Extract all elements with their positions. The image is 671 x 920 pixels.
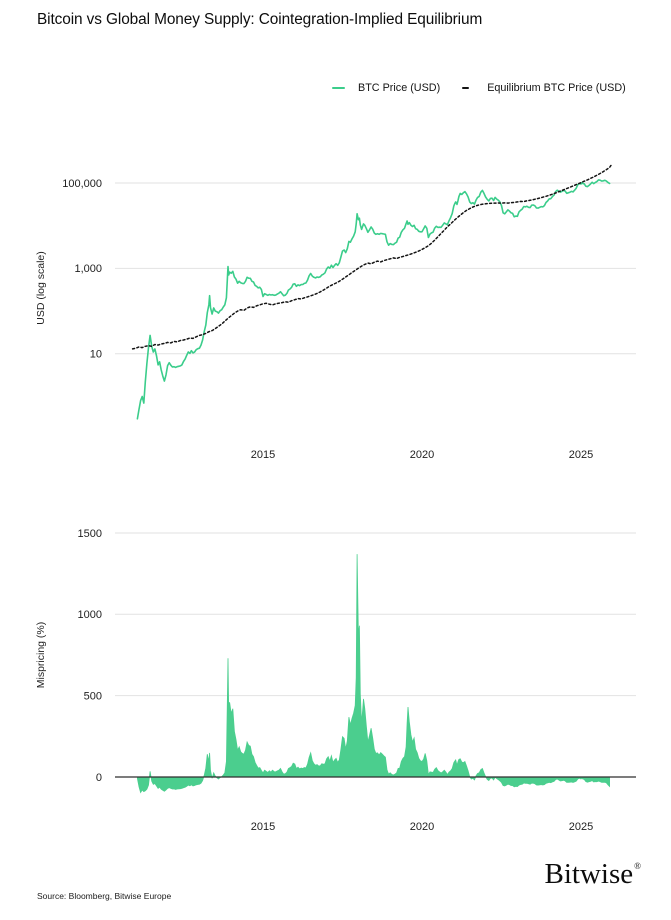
y-tick-label: 1000 <box>78 609 102 621</box>
y-tick-label: 100,000 <box>62 178 102 190</box>
mispricing-chart: 1500 1000 500 0 2015 2020 2025 <box>78 528 636 833</box>
bitwise-logo-text: Bitwise <box>544 858 634 890</box>
x-tick-label: 2015 <box>251 449 275 461</box>
btc-legend-label: BTC Price (USD) <box>358 82 441 94</box>
y-tick-label: 1500 <box>78 528 102 540</box>
x-tick-label: 2015 <box>251 821 275 833</box>
price-chart: 100,000 1,000 10 2015 2020 2025 <box>62 164 636 461</box>
y-tick-label: 0 <box>96 772 102 784</box>
equilibrium-legend-label: Equilibrium BTC Price (USD) <box>487 82 626 94</box>
btc-price-line <box>136 179 611 420</box>
x-tick-label: 2020 <box>410 449 434 461</box>
equilibrium-line <box>131 164 612 350</box>
legend: BTC Price (USD) Equilibrium BTC Price (U… <box>332 82 626 94</box>
registered-mark: ® <box>634 861 641 872</box>
mispricing-area <box>137 554 610 794</box>
x-tick-label: 2020 <box>410 821 434 833</box>
bitwise-logo: Bitwise® <box>544 858 641 891</box>
page-title: Bitcoin vs Global Money Supply: Cointegr… <box>37 11 483 28</box>
x-tick-label: 2025 <box>569 821 593 833</box>
source-note: Source: Bloomberg, Bitwise Europe <box>37 891 172 901</box>
equilibrium-legend-dash-icon <box>462 87 470 89</box>
btc-legend-dash-icon <box>332 87 345 89</box>
y-tick-label: 10 <box>90 349 102 361</box>
y-tick-label: 1,000 <box>74 263 102 275</box>
x-tick-label: 2025 <box>569 449 593 461</box>
y-tick-label: 500 <box>84 690 102 702</box>
